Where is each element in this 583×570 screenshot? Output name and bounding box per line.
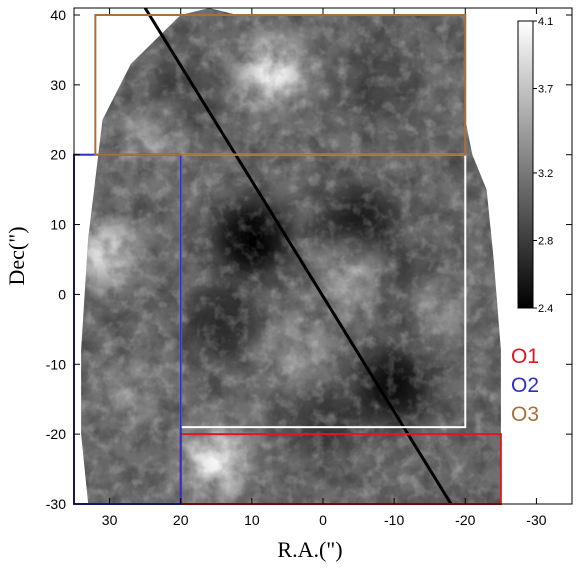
region-box-o3	[94, 13, 467, 156]
y-axis-title: Dec(")	[4, 226, 29, 285]
y-tick-label: 40	[50, 7, 66, 23]
region-label-o1: O1	[511, 345, 539, 368]
x-axis: 30 20 10 0 -10 -20 -30	[102, 8, 547, 528]
colorbar-tick-label: 4.1	[538, 16, 553, 28]
x-tick-label: -20	[455, 512, 475, 528]
y-tick-label: 20	[50, 147, 66, 163]
x-axis-title: R.A.(")	[277, 537, 342, 562]
region-label-o2: O2	[511, 374, 539, 397]
diagonal-line	[143, 8, 453, 504]
x-tick-label: 0	[319, 512, 327, 528]
colorbar-tick-label: 2.4	[538, 303, 553, 315]
x-tick-label: 10	[244, 512, 260, 528]
y-tick-label: 0	[58, 286, 66, 302]
y-tick-label: 10	[50, 217, 66, 233]
x-tick-label: 20	[173, 512, 189, 528]
y-axis: 40 30 20 10 0 -10 -20 -30	[46, 7, 572, 512]
colorbar-tick-label: 2.8	[538, 235, 553, 247]
y-tick-label: -10	[46, 356, 66, 372]
y-tick-label: -20	[46, 426, 66, 442]
x-tick-label: -10	[384, 512, 404, 528]
x-tick-label: -30	[526, 512, 546, 528]
y-tick-label: -30	[46, 496, 66, 512]
heatmap-area	[81, 8, 501, 504]
colorbar-gradient	[517, 20, 534, 309]
colorbar-tick-label: 3.7	[538, 84, 553, 96]
region-label-o3: O3	[511, 403, 539, 426]
x-tick-label: 30	[102, 512, 118, 528]
colorbar-ticks: 4.1 3.7 3.2 2.8 2.4	[533, 16, 553, 315]
heatmap-texture-light	[81, 8, 501, 504]
colorbar: 4.1 3.7 3.2 2.8 2.4	[517, 16, 553, 315]
colorbar-tick-label: 3.2	[538, 168, 553, 180]
y-tick-label: 30	[50, 77, 66, 93]
region-legend: O1 O2 O3	[511, 345, 539, 426]
